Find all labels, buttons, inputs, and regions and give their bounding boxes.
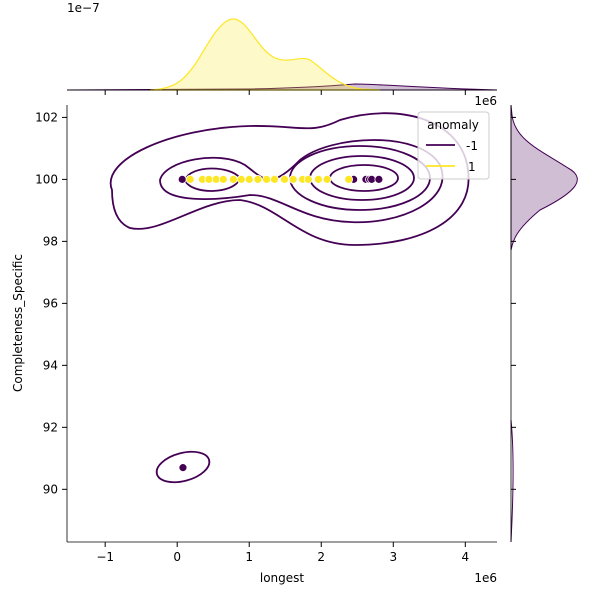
point-anomaly1 bbox=[253, 174, 263, 184]
point-anomaly1 bbox=[288, 174, 298, 184]
top-offset-label: 1e−7 bbox=[67, 1, 100, 15]
contour-outer bbox=[109, 112, 470, 246]
y-tick-label: 94 bbox=[43, 358, 58, 372]
point-anomaly1 bbox=[313, 174, 323, 184]
x-tick-label: 3 bbox=[389, 550, 397, 564]
main-axes: −1 0 1 2 3 4 90 92 94 96 98 100 102 longest Complet… bbox=[11, 90, 516, 585]
x-tick-label: 4 bbox=[461, 550, 469, 564]
legend-title: anomaly bbox=[427, 118, 479, 132]
x-tick-label: 2 bbox=[317, 550, 325, 564]
point-anomaly1 bbox=[211, 174, 221, 184]
point-anomaly1 bbox=[303, 174, 313, 184]
y-tick-label: 96 bbox=[43, 296, 58, 310]
top-marginal: 1e−7 bbox=[66, 1, 498, 91]
x-tick-label: 0 bbox=[173, 550, 181, 564]
point-anomaly1 bbox=[185, 174, 195, 184]
point-anomaly-1 bbox=[177, 174, 187, 184]
point-anomaly1 bbox=[244, 174, 254, 184]
point-anomaly1 bbox=[228, 174, 238, 184]
y-axis-label: Completeness_Specific bbox=[11, 254, 25, 392]
y-tick-label: 102 bbox=[35, 110, 58, 124]
point-anomaly1 bbox=[204, 174, 214, 184]
point-anomaly-1 bbox=[178, 463, 188, 473]
point-anomaly1 bbox=[280, 174, 289, 184]
scatter-points bbox=[177, 174, 384, 473]
y-tick-label: 100 bbox=[35, 172, 58, 186]
x-axis-label: longest bbox=[260, 571, 305, 585]
contour-outlier bbox=[155, 450, 211, 484]
x-tick-label: −1 bbox=[96, 550, 114, 564]
kde-contours bbox=[109, 112, 470, 484]
point-anomaly1 bbox=[218, 174, 228, 184]
top-kde-anomaly1 bbox=[149, 18, 381, 91]
right-marginal bbox=[510, 104, 578, 543]
top-kde-anomaly-1 bbox=[66, 83, 498, 91]
point-anomaly-1 bbox=[367, 174, 377, 184]
point-anomaly1 bbox=[344, 174, 354, 184]
legend: anomaly -1 1 bbox=[417, 111, 490, 180]
x-offset-label: 1e6 bbox=[474, 571, 497, 585]
point-anomaly1 bbox=[236, 174, 246, 184]
right-kde-anomaly-1 bbox=[510, 104, 578, 251]
x-tick-label: 1 bbox=[245, 550, 253, 564]
point-anomaly1 bbox=[322, 174, 332, 184]
legend-label-anomaly-1: -1 bbox=[466, 139, 478, 153]
point-anomaly1 bbox=[270, 174, 279, 184]
x-offset-label-top: 1e6 bbox=[474, 94, 497, 108]
x-ticks: −1 0 1 2 3 4 bbox=[96, 90, 469, 564]
y-ticks: 90 92 94 96 98 100 102 bbox=[35, 110, 516, 496]
y-tick-label: 90 bbox=[43, 482, 58, 496]
y-tick-label: 92 bbox=[43, 420, 58, 434]
point-anomaly-1 bbox=[374, 174, 384, 184]
point-anomaly1 bbox=[262, 174, 271, 184]
y-tick-label: 98 bbox=[43, 234, 58, 248]
legend-label-anomaly1: 1 bbox=[468, 160, 476, 174]
